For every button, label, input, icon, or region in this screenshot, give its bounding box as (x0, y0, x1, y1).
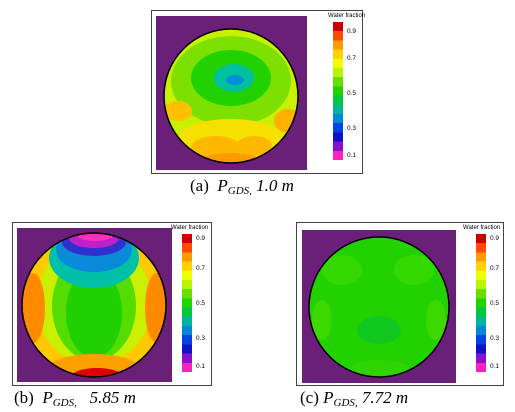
legend-tick-c-0: 0.9 (490, 235, 500, 242)
contour-plot-b (17, 228, 172, 382)
caption-b: (b) PGDS, 5.85 m (14, 388, 136, 409)
color-bar-b (182, 234, 192, 372)
contour-plot-c (302, 230, 456, 383)
legend-tick-b-1: 0.7 (196, 265, 206, 272)
legend-tick-c-3: 0.3 (490, 335, 500, 342)
panel-a: Water fraction 0.9 0.7 0.5 0.3 0.1 (151, 10, 366, 174)
legend-tick-b-0: 0.9 (196, 235, 206, 242)
panel-b: Water fraction 0.9 0.7 0.5 0.3 0.1 (12, 222, 212, 386)
legend-tick-a-2: 0.5 (347, 90, 357, 97)
caption-c: (c) PGDS, 7.72 m (300, 388, 409, 409)
legend-tick-c-4: 0.1 (490, 363, 500, 370)
legend-tick-b-2: 0.5 (196, 300, 206, 307)
legend-tick-a-0: 0.9 (347, 28, 357, 35)
color-bar-a (333, 22, 343, 160)
panel-c: Water fraction 0.9 0.7 0.5 0.3 0.1 (296, 222, 504, 386)
legend-tick-a-4: 0.1 (347, 152, 357, 159)
legend-tick-b-4: 0.1 (196, 363, 206, 370)
legend-tick-b-3: 0.3 (196, 335, 206, 342)
contour-plot-a (156, 16, 307, 170)
legend-tick-a-1: 0.7 (347, 55, 357, 62)
legend-tick-c-1: 0.7 (490, 265, 500, 272)
caption-a: (a) PGDS, 1.0 m (190, 176, 294, 197)
legend-tick-c-2: 0.5 (490, 300, 500, 307)
legend-title-a: Water fraction (328, 13, 366, 19)
legend-tick-a-3: 0.3 (347, 125, 357, 132)
legend-title-b: Water fraction (171, 225, 209, 231)
color-bar-c (476, 234, 486, 372)
legend-title-c: Water fraction (463, 225, 501, 231)
